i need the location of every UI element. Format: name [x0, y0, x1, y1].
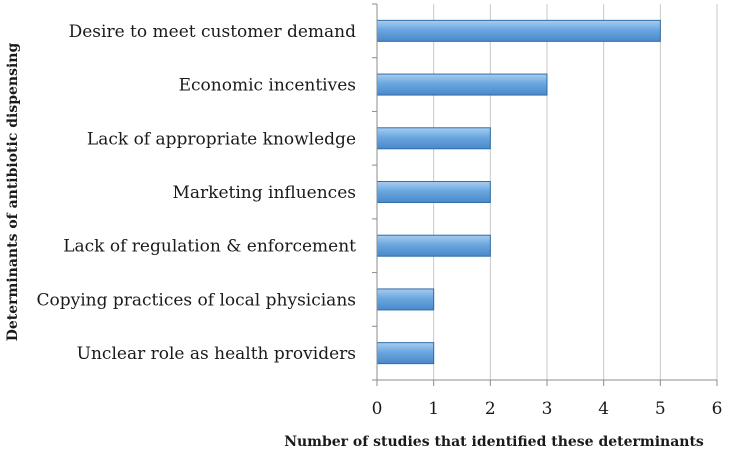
category-labels: Desire to meet customer demand Economic i…: [36, 22, 356, 364]
bar: [376, 127, 491, 150]
bar: [376, 73, 548, 96]
x-tick-label: 5: [655, 399, 666, 419]
category-label: Marketing influences: [172, 183, 356, 203]
category-label: Lack of regulation & enforcement: [63, 237, 356, 257]
bar: [376, 19, 661, 42]
bars: [376, 19, 661, 365]
x-tick-label: 6: [712, 399, 723, 419]
x-tick-labels: 0 1 2 3 4 5 6: [372, 399, 723, 419]
category-label: Copying practices of local physicians: [36, 290, 356, 310]
gridlines: [433, 4, 718, 380]
category-label: Economic incentives: [179, 76, 356, 96]
bar: [376, 234, 491, 257]
x-tick-label: 1: [428, 399, 439, 419]
bar: [376, 288, 435, 311]
axes: [372, 3, 718, 386]
category-label: Lack of appropriate knowledge: [87, 129, 356, 149]
bar: [376, 181, 491, 203]
x-axis-title: Number of studies that identified these …: [284, 434, 704, 450]
category-label: Desire to meet customer demand: [69, 22, 357, 42]
category-label: Unclear role as health providers: [77, 344, 356, 364]
y-axis-title: Determinants of antibiotic dispensing: [5, 43, 21, 342]
x-tick-label: 0: [372, 399, 383, 419]
x-tick-label: 4: [598, 399, 609, 419]
x-tick-label: 3: [542, 399, 553, 419]
bar: [376, 342, 435, 365]
x-tick-label: 2: [485, 399, 496, 419]
